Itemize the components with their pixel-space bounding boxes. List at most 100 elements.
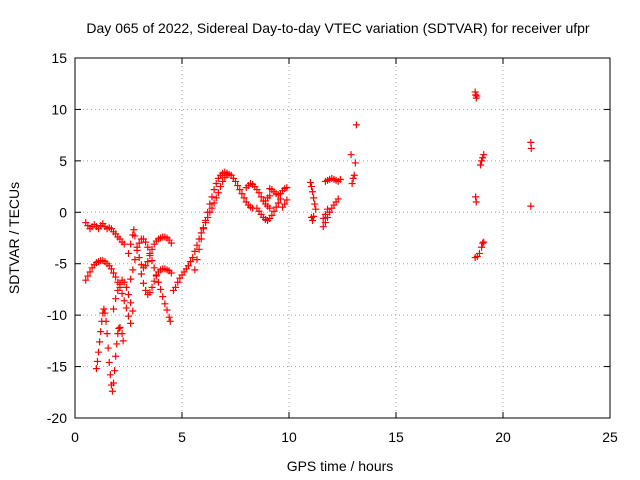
data-point-plus bbox=[84, 272, 92, 280]
y-tick-label: -20 bbox=[47, 410, 67, 426]
x-axis-ticks: 0 5 10 15 20 25 bbox=[71, 58, 618, 445]
data-point-plus bbox=[174, 278, 182, 286]
data-point-plus bbox=[118, 290, 126, 298]
data-point-plus bbox=[125, 291, 132, 299]
data-point-plus bbox=[189, 254, 197, 262]
data-point-plus bbox=[234, 182, 242, 190]
data-point-plus bbox=[131, 256, 139, 264]
data-point-plus bbox=[167, 269, 175, 277]
x-tick-label: 20 bbox=[495, 429, 511, 445]
data-point-plus bbox=[480, 238, 488, 246]
y-tick-label: -5 bbox=[55, 256, 68, 272]
data-point-plus bbox=[193, 256, 201, 264]
data-point-plus bbox=[212, 179, 220, 187]
data-point-plus bbox=[120, 240, 128, 248]
data-point-plus bbox=[307, 183, 315, 191]
data-point-plus bbox=[129, 307, 137, 315]
data-point-plus bbox=[475, 249, 483, 257]
data-point-plus bbox=[112, 273, 120, 281]
data-point-plus bbox=[112, 295, 120, 303]
data-point-plus bbox=[336, 175, 344, 183]
data-point-plus bbox=[195, 245, 203, 253]
x-tick-label: 25 bbox=[602, 429, 618, 445]
data-point-plus bbox=[202, 217, 210, 225]
data-point-plus bbox=[270, 207, 278, 215]
data-point-plus bbox=[309, 217, 317, 225]
data-point-plus bbox=[232, 177, 239, 185]
x-tick-label: 15 bbox=[388, 429, 404, 445]
data-point-plus bbox=[266, 192, 274, 200]
x-tick-label: 5 bbox=[178, 429, 186, 445]
data-point-plus bbox=[351, 159, 359, 167]
data-point-plus bbox=[130, 226, 138, 234]
data-point-plus bbox=[272, 203, 280, 211]
data-point-plus bbox=[104, 344, 112, 352]
data-point-plus bbox=[110, 305, 118, 313]
data-point-plus bbox=[82, 276, 90, 284]
data-point-plus bbox=[309, 188, 317, 196]
data-point-plus bbox=[159, 293, 167, 301]
data-point-plus bbox=[105, 358, 113, 366]
data-point-plus bbox=[152, 272, 160, 280]
data-point-plus bbox=[120, 278, 128, 286]
data-point-plus bbox=[146, 289, 154, 297]
data-point-plus bbox=[257, 193, 265, 201]
data-point-plus bbox=[172, 283, 180, 291]
data-point-plus bbox=[266, 204, 274, 212]
data-point-plus bbox=[135, 254, 143, 262]
data-point-plus bbox=[283, 184, 291, 192]
data-point-plus bbox=[191, 266, 199, 274]
data-point-plus bbox=[217, 183, 225, 191]
data-point-plus bbox=[348, 179, 356, 187]
data-point-plus bbox=[210, 186, 218, 194]
data-point-plus bbox=[144, 243, 152, 251]
data-point-plus bbox=[208, 193, 216, 201]
x-axis-label: GPS time / hours bbox=[287, 458, 394, 474]
data-point-plus bbox=[161, 300, 169, 308]
data-point-plus bbox=[116, 280, 124, 288]
data-point-plus bbox=[112, 352, 120, 360]
y-axis-label: SDTVAR / TECUs bbox=[6, 182, 22, 294]
data-point-plus bbox=[214, 189, 222, 197]
data-point-plus bbox=[283, 196, 291, 204]
data-point-plus bbox=[148, 245, 156, 253]
data-point-plus bbox=[125, 249, 132, 257]
data-point-plus bbox=[527, 138, 535, 146]
data-point-plus bbox=[479, 239, 487, 247]
data-point-plus bbox=[274, 199, 282, 207]
data-point-plus bbox=[236, 186, 244, 194]
data-point-plus bbox=[477, 161, 485, 169]
data-point-plus bbox=[321, 219, 329, 227]
data-point-plus bbox=[135, 239, 143, 247]
data-point-plus bbox=[144, 258, 152, 266]
data-point-plus bbox=[106, 371, 114, 379]
data-point-plus bbox=[111, 367, 119, 375]
data-point-plus bbox=[324, 205, 332, 213]
data-point-plus bbox=[210, 199, 218, 207]
data-point-plus bbox=[150, 264, 158, 272]
data-point-plus bbox=[120, 297, 128, 305]
data-point-plus bbox=[92, 365, 100, 373]
data-point-plus bbox=[480, 151, 488, 159]
data-point-plus bbox=[527, 202, 535, 210]
data-point-plus bbox=[472, 193, 480, 201]
data-point-plus bbox=[101, 309, 109, 317]
data-point-plus bbox=[306, 178, 314, 186]
data-point-plus bbox=[108, 387, 116, 395]
data-point-plus bbox=[133, 243, 141, 251]
data-point-plus bbox=[125, 312, 132, 320]
data-point-plus bbox=[148, 257, 156, 265]
plot-frame bbox=[74, 57, 611, 419]
data-point-plus bbox=[139, 279, 147, 287]
data-point-plus bbox=[310, 212, 318, 220]
data-point-plus bbox=[142, 286, 150, 294]
data-point-plus bbox=[146, 251, 154, 259]
data-point-plus bbox=[206, 200, 214, 208]
data-point-plus bbox=[127, 240, 135, 248]
y-tick-label: -15 bbox=[47, 359, 67, 375]
data-point-plus bbox=[347, 151, 355, 159]
data-point-plus bbox=[129, 266, 137, 274]
data-point-plus bbox=[86, 268, 94, 276]
data-point-plus bbox=[268, 211, 276, 219]
data-point-plus bbox=[473, 92, 481, 100]
